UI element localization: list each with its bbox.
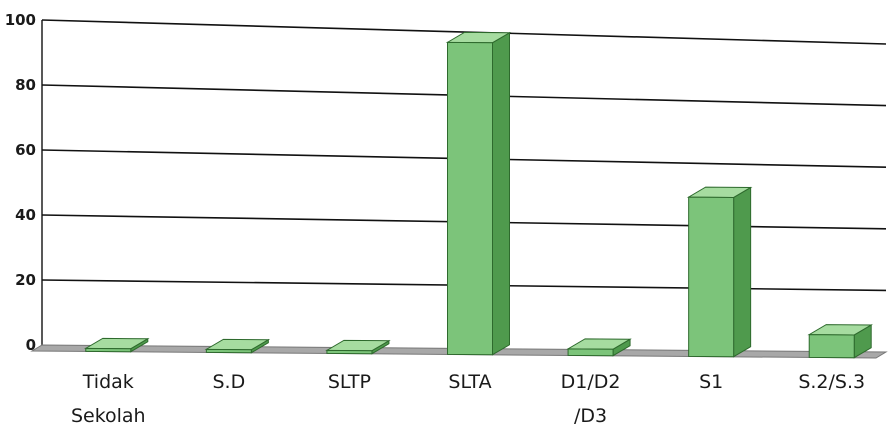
bars-layer: [83, 31, 874, 359]
x-category-label: Tidak Sekolah: [71, 371, 146, 427]
bar: [325, 339, 391, 355]
bar-front: [567, 348, 614, 357]
y-tick-label: 40: [15, 206, 36, 224]
bar-front: [688, 196, 735, 358]
x-category-label: SLTP: [328, 371, 371, 393]
bar-front: [326, 349, 373, 355]
x-category-label: S.D: [212, 371, 245, 393]
gridline: [41, 19, 887, 45]
bar: [807, 324, 874, 359]
y-tick-label: 0: [26, 336, 36, 354]
bar-side: [733, 186, 752, 358]
y-tick-label: 20: [15, 271, 36, 289]
bar: [686, 186, 753, 358]
bar: [566, 338, 632, 357]
bar-side: [492, 31, 510, 356]
x-category-label: SLTA: [448, 371, 491, 393]
x-category-label: D1/D2/D3: [561, 371, 621, 427]
y-tick-label: 80: [15, 76, 36, 94]
y-tick-label: 60: [15, 141, 36, 159]
x-category-label: S.2/S.3: [798, 371, 865, 393]
bar: [204, 338, 271, 354]
x-category-label: S1: [699, 371, 723, 393]
y-axis-ticks: 0 20 40 60 80 100: [5, 11, 36, 354]
bar-front: [447, 41, 493, 356]
bar-front: [808, 334, 855, 359]
bar: [445, 31, 512, 356]
bar-front: [205, 348, 252, 354]
x-axis-categories: Tidak Sekolah S.D SLTP SLTA D1/D2/D3 S1 S.2/S.3: [71, 371, 865, 427]
bar: [83, 337, 150, 353]
y-tick-label: 100: [5, 11, 36, 29]
bar-front: [85, 347, 132, 353]
